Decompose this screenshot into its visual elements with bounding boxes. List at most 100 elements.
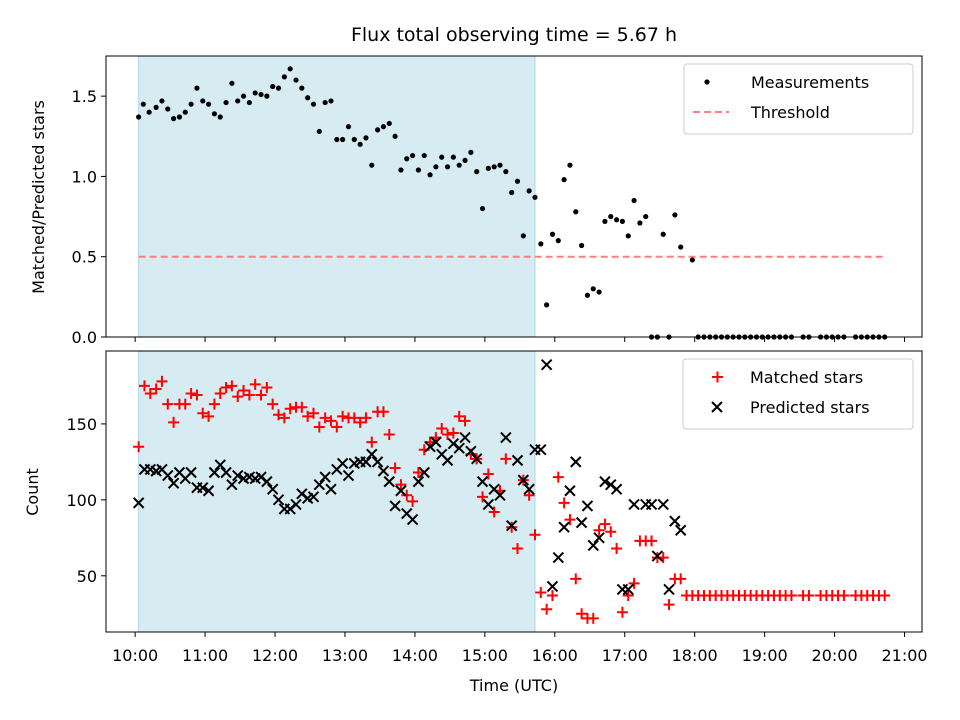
matched-star-point bbox=[570, 573, 582, 585]
x-tick-label: 21:00 bbox=[881, 646, 927, 665]
bottom-y-tick-label: 150 bbox=[66, 415, 97, 434]
measurement-point bbox=[316, 128, 322, 135]
measurement-point bbox=[328, 98, 334, 104]
measurement-point bbox=[678, 244, 684, 250]
measurement-point bbox=[235, 98, 241, 104]
measurement-point bbox=[200, 98, 206, 104]
x-tick-label: 15:00 bbox=[462, 646, 508, 665]
x-axis-label: Time (UTC) bbox=[469, 676, 558, 695]
measurement-point bbox=[485, 165, 491, 171]
matched-star-point bbox=[511, 542, 523, 554]
matched-stars-points bbox=[133, 375, 891, 624]
predicted-star-point bbox=[628, 498, 640, 511]
measurement-point bbox=[544, 302, 550, 308]
measurement-point bbox=[246, 99, 252, 106]
measurement-point bbox=[409, 152, 416, 159]
predicted-star-point bbox=[459, 431, 471, 444]
matched-star-point bbox=[558, 497, 570, 509]
x-tick-label: 20:00 bbox=[812, 646, 858, 665]
matched-star-point bbox=[203, 410, 215, 422]
matched-star-point bbox=[366, 436, 378, 448]
matched-star-point bbox=[383, 429, 395, 441]
matched-star-point bbox=[838, 590, 850, 602]
predicted-star-point bbox=[599, 475, 611, 488]
x-tick-label: 11:00 bbox=[182, 646, 228, 665]
predicted-star-point bbox=[377, 465, 390, 477]
predicted-star-point bbox=[465, 445, 477, 457]
matched-star-point bbox=[587, 612, 599, 624]
predicted-star-point bbox=[470, 453, 483, 465]
predicted-star-point bbox=[272, 494, 285, 506]
measurement-point bbox=[503, 169, 509, 175]
predicted-star-point bbox=[232, 469, 244, 482]
predicted-star-point bbox=[366, 448, 378, 460]
measurement-point bbox=[182, 109, 188, 115]
predicted-star-point bbox=[208, 466, 221, 479]
legend-predicted-marker bbox=[711, 401, 723, 413]
matched-star-point bbox=[453, 410, 465, 422]
legend-matched-marker bbox=[712, 371, 723, 383]
predicted-star-point bbox=[430, 436, 442, 448]
bottom-x-ticks: 10:00 11:00 12:00 13:00 14:00 15:00 16:00 17:00… bbox=[112, 632, 928, 665]
matched-star-point bbox=[529, 529, 541, 541]
matched-star-point bbox=[313, 421, 325, 433]
matched-star-point bbox=[197, 407, 209, 419]
measurement-point bbox=[689, 257, 695, 263]
measurement-point bbox=[264, 93, 270, 99]
measurement-point bbox=[672, 212, 678, 218]
measurement-point bbox=[275, 85, 282, 91]
top-panel: 0.0 0.5 1.0 1.5 Matched/Predicted stars Mea… bbox=[29, 55, 923, 347]
bottom-y-ticks: 50 100 150 bbox=[66, 415, 106, 586]
measurement-point bbox=[205, 101, 212, 107]
matched-star-point bbox=[273, 409, 285, 421]
measurement-point bbox=[602, 218, 608, 224]
measurement-point bbox=[444, 164, 451, 170]
predicted-star-point bbox=[132, 497, 145, 509]
matched-star-point bbox=[482, 468, 494, 480]
matched-star-point bbox=[191, 389, 203, 401]
matched-star-point bbox=[879, 590, 891, 602]
measurement-point bbox=[474, 169, 480, 175]
matched-star-point bbox=[663, 599, 675, 611]
matched-star-point bbox=[331, 421, 343, 433]
matched-star-point bbox=[150, 383, 162, 395]
measurement-point bbox=[345, 124, 352, 130]
matched-star-point bbox=[138, 380, 150, 392]
predicted-star-point bbox=[412, 475, 425, 488]
predicted-star-point bbox=[622, 583, 634, 596]
top-legend: Measurements Threshold bbox=[683, 63, 914, 135]
matched-star-point bbox=[447, 427, 459, 439]
bottom-y-axis-label: Count bbox=[23, 468, 42, 516]
figure-title: Flux total observing time = 5.67 h bbox=[351, 24, 677, 46]
predicted-star-point bbox=[558, 521, 570, 533]
measurement-point bbox=[194, 85, 200, 91]
top-y-tick-label: 0.5 bbox=[72, 248, 97, 267]
matched-star-point bbox=[232, 391, 244, 403]
measurement-point bbox=[223, 99, 229, 106]
matched-star-point bbox=[395, 479, 407, 491]
predicted-star-point bbox=[663, 583, 675, 596]
measurement-point bbox=[380, 124, 387, 130]
x-tick-label: 12:00 bbox=[252, 646, 298, 665]
measurement-point bbox=[229, 80, 235, 86]
measurement-point bbox=[153, 104, 159, 110]
matched-star-point bbox=[144, 388, 156, 400]
matched-star-point bbox=[354, 416, 366, 428]
measurement-point bbox=[287, 66, 293, 72]
measurement-point bbox=[450, 154, 456, 160]
top-y-ticks: 0.0 0.5 1.0 1.5 bbox=[72, 87, 106, 347]
measurement-point bbox=[433, 164, 439, 170]
matched-star-point bbox=[546, 590, 558, 602]
matched-star-point bbox=[803, 590, 815, 602]
predicted-star-point bbox=[587, 539, 599, 552]
measurement-point bbox=[613, 217, 620, 223]
measurement-point bbox=[140, 101, 146, 107]
matched-star-point bbox=[168, 416, 180, 428]
bottom-observing-span bbox=[138, 350, 536, 633]
matched-star-point bbox=[267, 398, 279, 410]
measurement-point bbox=[305, 95, 311, 101]
measurement-point bbox=[293, 77, 299, 83]
predicted-star-point bbox=[360, 456, 372, 468]
matched-star-point bbox=[179, 398, 191, 410]
